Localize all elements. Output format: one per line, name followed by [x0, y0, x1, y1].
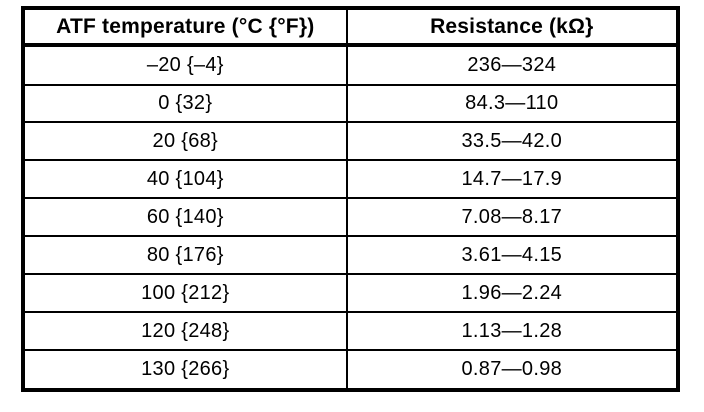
- atf-temperature-resistance-table: ATF temperature (°C {°F}) Resistance (kΩ…: [21, 6, 680, 392]
- resistance-cell: 7.08—8.17: [345, 197, 680, 238]
- table-row: 60 {140} 7.08—8.17: [22, 197, 680, 238]
- temperature-cell: 0 {32}: [22, 83, 348, 124]
- col-header-atf-temperature: ATF temperature (°C {°F}): [22, 7, 348, 47]
- table-header-row: ATF temperature (°C {°F}) Resistance (kΩ…: [22, 7, 680, 47]
- resistance-cell: 14.7—17.9: [345, 159, 680, 200]
- temperature-cell: 100 {212}: [22, 273, 348, 314]
- resistance-cell: 0.87—0.98: [345, 349, 680, 391]
- col-header-resistance: Resistance (kΩ}: [345, 7, 680, 47]
- resistance-cell: 236—324: [345, 44, 680, 86]
- table-row: 120 {248} 1.13—1.28: [22, 311, 680, 352]
- table-row: 130 {266} 0.87—0.98: [22, 349, 680, 391]
- table-row: 40 {104} 14.7—17.9: [22, 159, 680, 200]
- temperature-cell: 60 {140}: [22, 197, 348, 238]
- resistance-cell: 3.61—4.15: [345, 235, 680, 276]
- temperature-cell: 40 {104}: [22, 159, 348, 200]
- table-row: 20 {68} 33.5—42.0: [22, 121, 680, 162]
- table-row: 0 {32} 84.3—110: [22, 83, 680, 124]
- temperature-cell: 130 {266}: [22, 349, 348, 391]
- temperature-cell: –20 {–4}: [22, 44, 348, 86]
- temperature-cell: 20 {68}: [22, 121, 348, 162]
- temperature-cell: 120 {248}: [22, 311, 348, 352]
- resistance-cell: 1.96—2.24: [345, 273, 680, 314]
- resistance-cell: 84.3—110: [345, 83, 680, 124]
- table-row: 80 {176} 3.61—4.15: [22, 235, 680, 276]
- table-row: –20 {–4} 236—324: [22, 44, 680, 86]
- temperature-cell: 80 {176}: [22, 235, 348, 276]
- table-row: 100 {212} 1.96—2.24: [22, 273, 680, 314]
- resistance-cell: 33.5—42.0: [345, 121, 680, 162]
- resistance-cell: 1.13—1.28: [345, 311, 680, 352]
